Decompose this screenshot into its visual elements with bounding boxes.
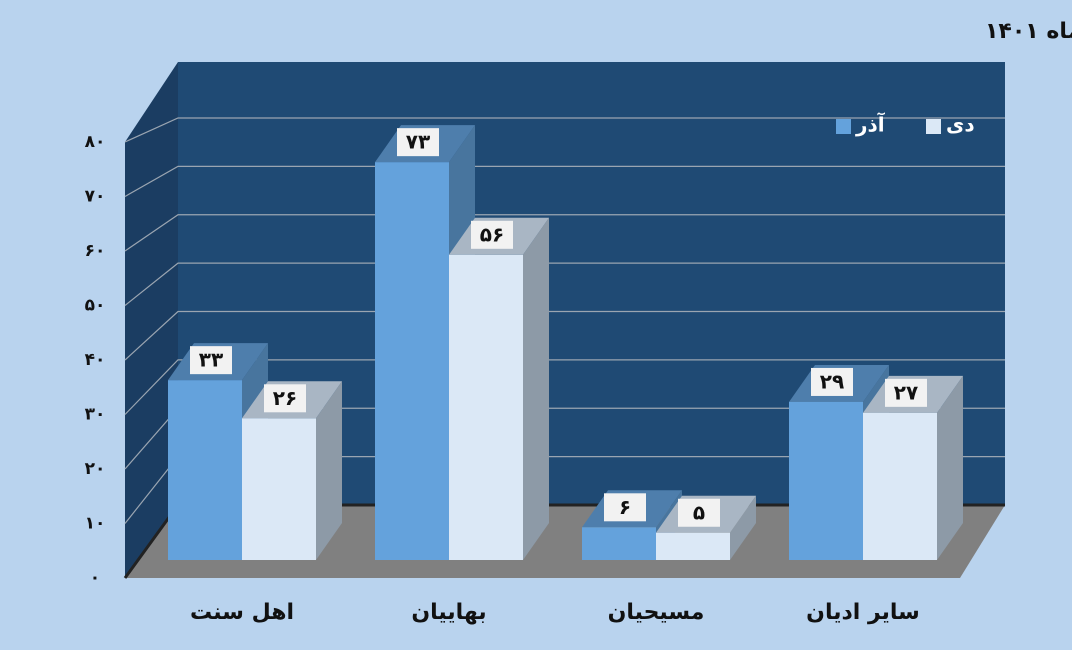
bar [656, 532, 730, 560]
x-tick-label: بهاییان [411, 600, 486, 625]
bar [449, 254, 523, 561]
value-label-box [264, 384, 306, 413]
x-tick-label: سایر ادیان [806, 600, 920, 625]
value-label: ۶ [619, 495, 631, 519]
grid-line [124, 165, 1005, 198]
value-label-box [397, 128, 439, 157]
grid-line [124, 262, 1005, 306]
value-label-box [811, 367, 853, 396]
y-tick-label: ۶۰ [85, 241, 106, 261]
value-label-box [471, 220, 513, 249]
value-label: ۵ [693, 500, 705, 524]
grid-line [124, 310, 1005, 361]
grid-line [124, 117, 1005, 143]
value-label: ۵۶ [480, 222, 504, 246]
value-label-box [678, 498, 720, 527]
y-tick-label: ۷۰ [85, 187, 106, 207]
bar-side [937, 375, 963, 560]
value-label-box [885, 378, 927, 407]
value-label: ۲۷ [894, 380, 918, 404]
y-tick-label: ۳۰ [85, 405, 106, 425]
bar [242, 418, 316, 560]
bar-side [730, 495, 756, 560]
left-wall [125, 62, 178, 578]
legend-swatch [836, 119, 851, 134]
bar [789, 401, 863, 560]
value-label-box [604, 493, 646, 522]
value-label: ۲۶ [273, 386, 297, 410]
value-label: ۲۹ [820, 369, 844, 393]
bar [375, 162, 449, 560]
bar [863, 412, 937, 560]
grid-line [124, 359, 1005, 415]
legend-label: دی [946, 113, 975, 137]
y-tick-label: ۸۰ [85, 132, 106, 152]
y-tick-label: ۴۰ [85, 350, 106, 370]
bar [168, 380, 242, 560]
legend-label: آذر [855, 112, 886, 137]
grid-line [124, 214, 1005, 252]
floor [125, 505, 1005, 578]
value-label-box [190, 346, 232, 375]
y-tick-label: ۵۰ [85, 296, 106, 316]
x-tick-label: مسیحیان [608, 600, 705, 625]
bar [582, 527, 656, 560]
y-tick-label: ۰ [90, 568, 100, 588]
bar-side [523, 217, 549, 561]
x-tick-label: اهل سنت [190, 600, 294, 625]
value-label: ۳۳ [199, 348, 223, 372]
legend-swatch [926, 119, 941, 134]
bar-side [316, 381, 342, 560]
chart-title: نمودار آماری نقض حقوق پیروان ادیان، آذر … [985, 16, 1072, 44]
y-tick-label: ۲۰ [85, 459, 106, 479]
value-label: ۷۳ [406, 130, 430, 154]
y-tick-label: ۱۰ [85, 514, 106, 534]
